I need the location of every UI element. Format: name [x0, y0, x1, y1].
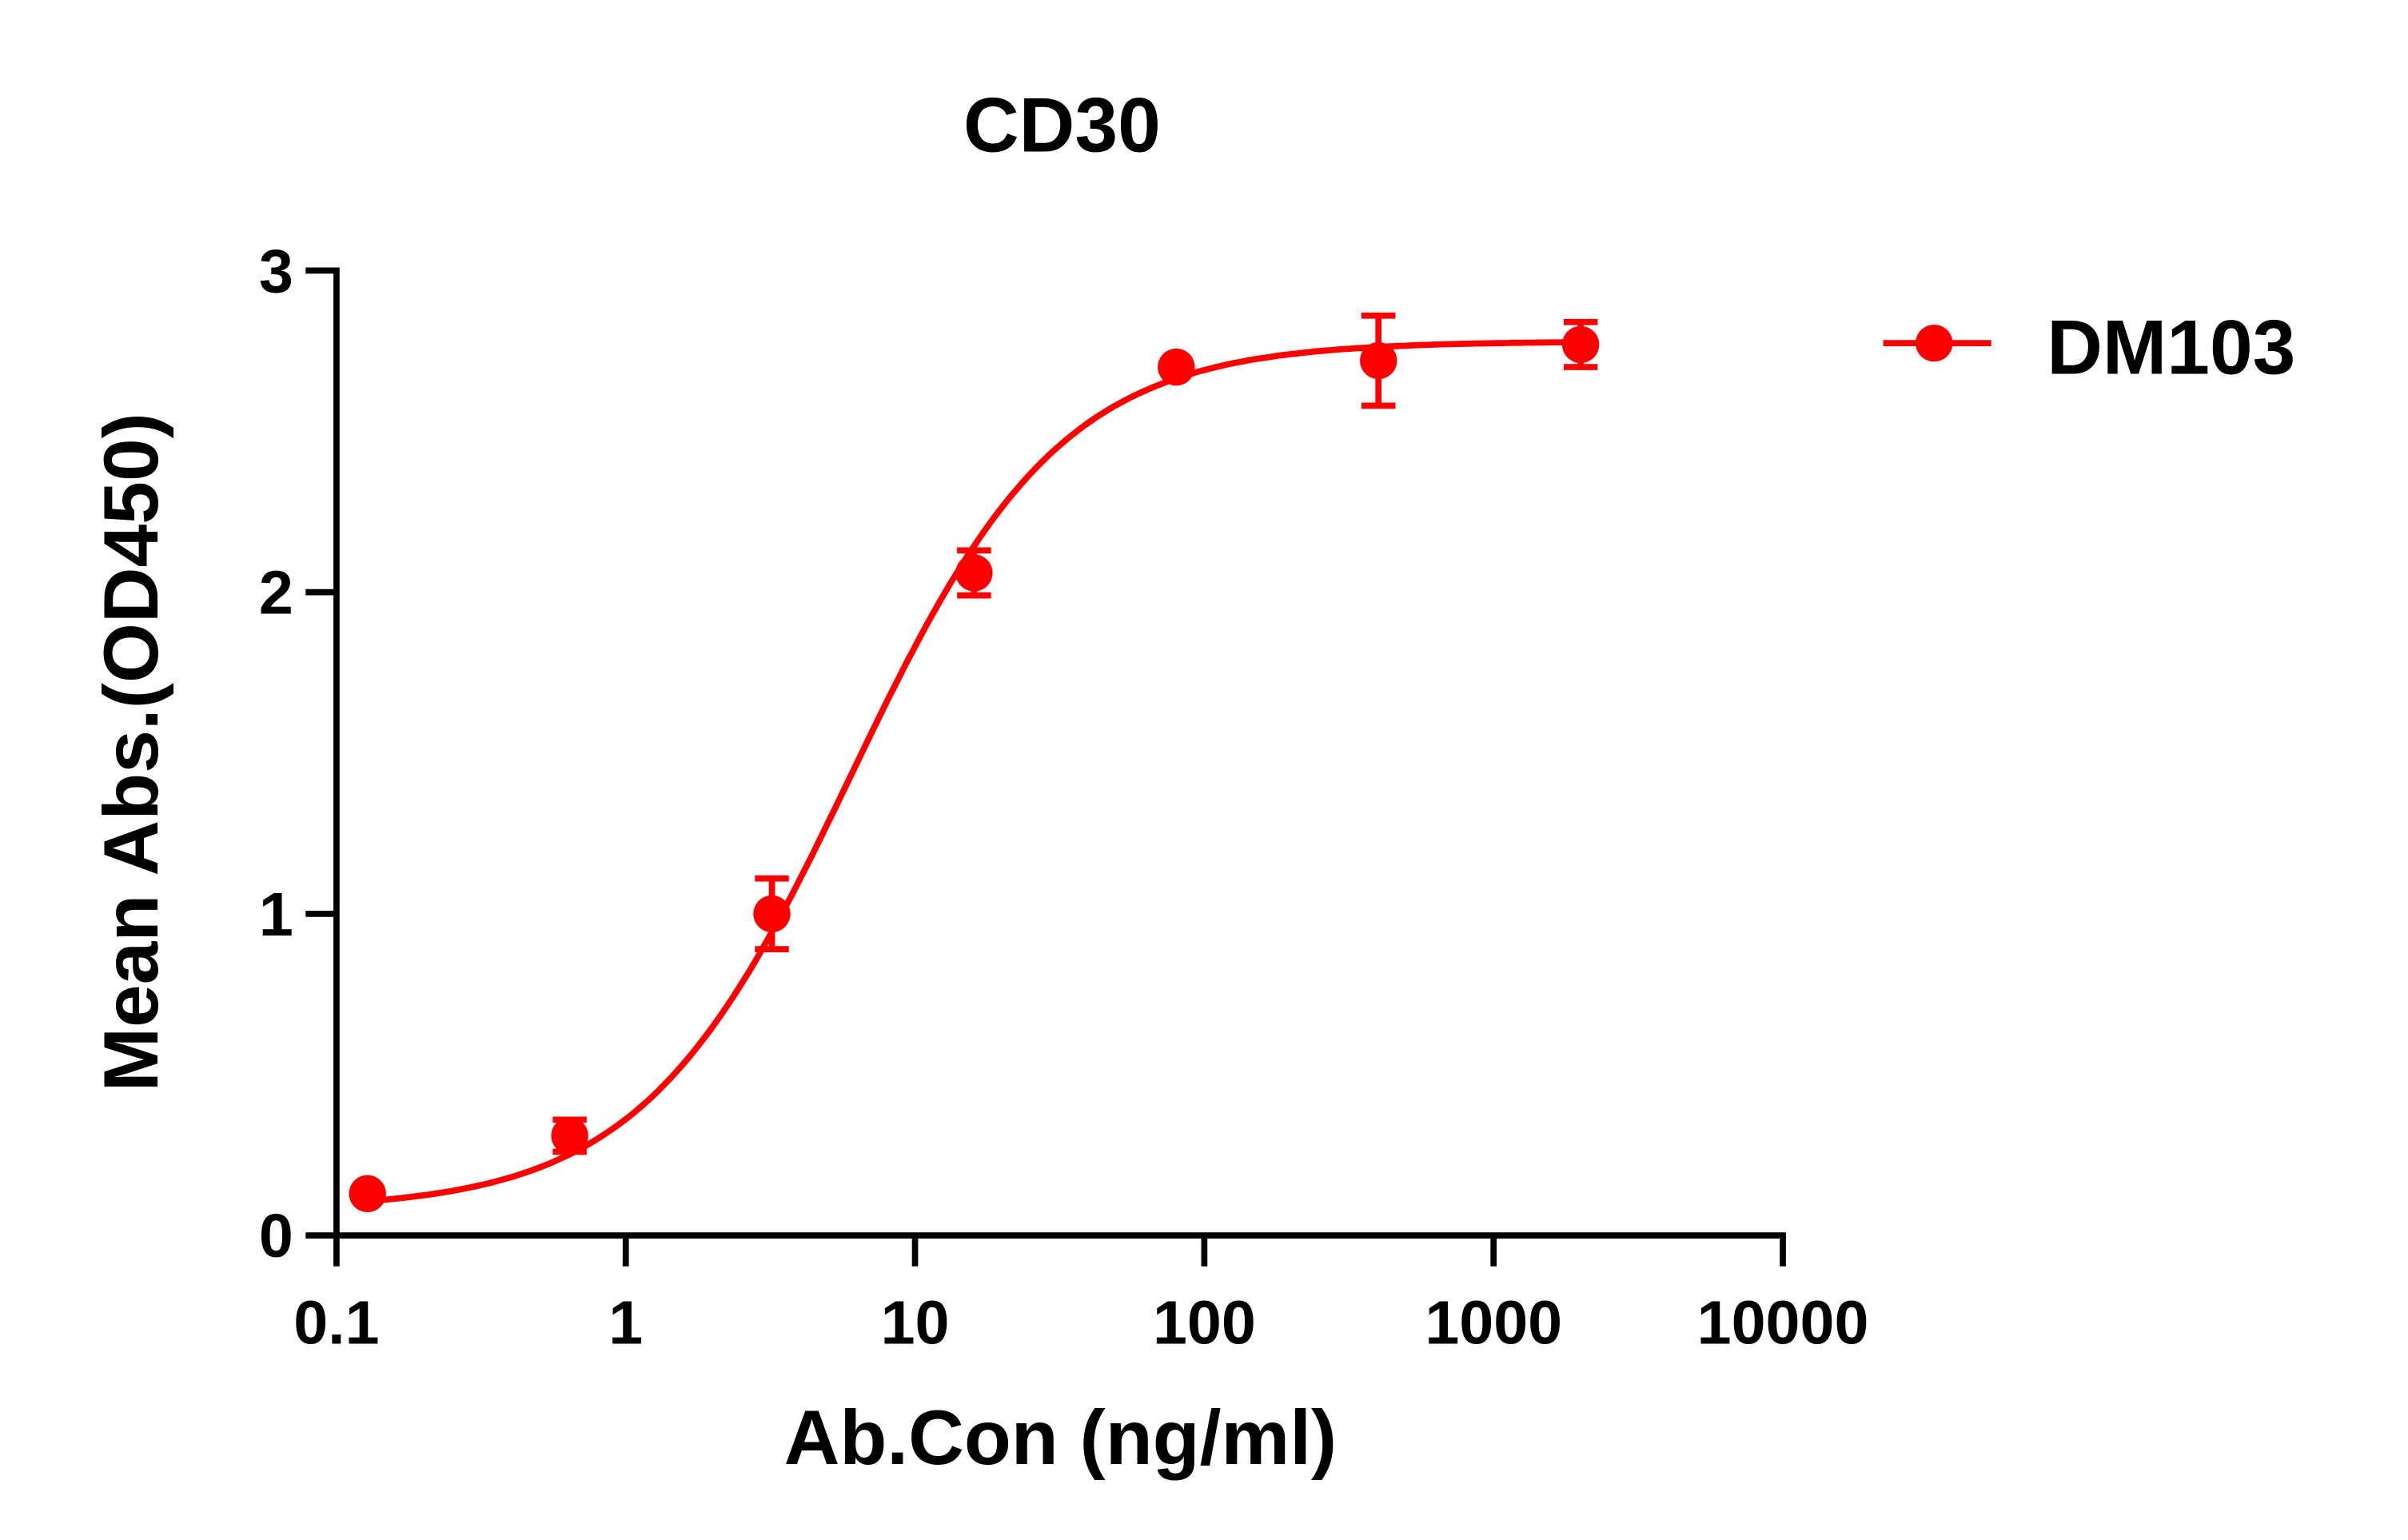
y-axis-label: Mean Abs.(OD450) [89, 413, 174, 1091]
x-axis-label: Ab.Con (ng/ml) [784, 1395, 1338, 1481]
data-point [1360, 312, 1397, 409]
x-tick-label: 1000 [1425, 1288, 1562, 1357]
marker [753, 895, 791, 933]
y-tick-label: 3 [259, 237, 293, 305]
chart-title: CD30 [963, 83, 1161, 169]
marker [1561, 325, 1600, 364]
data-point [753, 875, 791, 952]
data-points [349, 312, 1600, 1213]
y-tick-label: 2 [259, 559, 293, 628]
data-point [1561, 318, 1600, 370]
y-tick-label: 1 [259, 880, 293, 949]
axes [333, 267, 1786, 1239]
ticks: 0.1 1 10 100 1000 10000 0 1 2 3 [259, 237, 1869, 1357]
legend-marker [1916, 324, 1953, 362]
x-tick-label: 1 [608, 1288, 643, 1357]
legend-label: DM103 [2047, 305, 2295, 391]
data-point [955, 547, 993, 599]
legend: DM103 [1883, 305, 2295, 391]
data-point [349, 1175, 386, 1213]
marker [551, 1117, 588, 1155]
marker [955, 554, 993, 592]
data-point [551, 1116, 588, 1155]
x-tick-label: 10 [881, 1288, 950, 1357]
fit-curve [367, 339, 1581, 1205]
y-tick-label: 0 [259, 1202, 293, 1271]
x-tick-label: 0.1 [293, 1288, 379, 1357]
marker [1360, 341, 1397, 380]
x-tick-label: 100 [1153, 1288, 1256, 1357]
marker [349, 1175, 386, 1213]
data-point [1158, 348, 1195, 386]
marker [1158, 348, 1195, 386]
x-tick-label: 10000 [1697, 1288, 1869, 1357]
